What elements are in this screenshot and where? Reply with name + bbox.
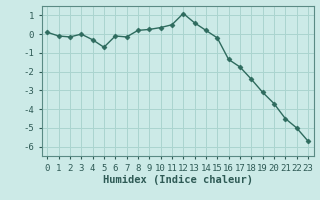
X-axis label: Humidex (Indice chaleur): Humidex (Indice chaleur) <box>103 175 252 185</box>
